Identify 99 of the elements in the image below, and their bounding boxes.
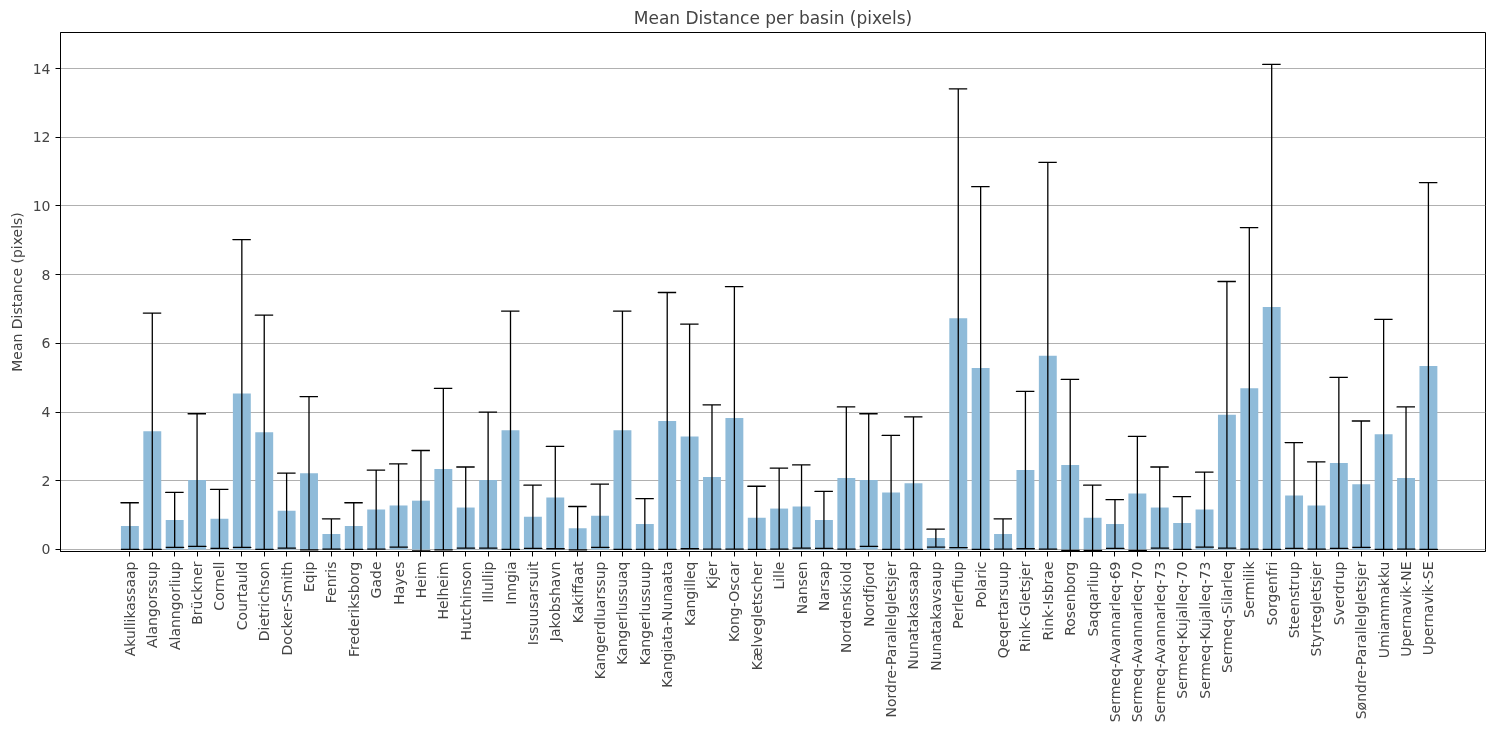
x-tick-label: Hayes: [390, 561, 407, 605]
x-tick-label: Docker-Smith: [278, 561, 295, 656]
bar: [770, 508, 789, 550]
y-tick-label: 10: [32, 197, 51, 214]
x-tick-label: Steenstrup: [1286, 561, 1303, 639]
bar: [680, 436, 699, 550]
x-tick-label: Heim: [412, 561, 429, 599]
x-tick-label: Kælvegletscher: [748, 561, 765, 671]
x-tick-label: Frederiksborg: [345, 561, 362, 657]
x-tick-label: Dietrichson: [256, 561, 273, 642]
x-tick-label: Helheim: [435, 561, 452, 620]
x-tick-label: Inngia: [502, 561, 519, 605]
bar: [1038, 355, 1057, 550]
x-tick-label: Kjer: [703, 561, 720, 589]
x-tick-label: Kakiffaat: [569, 560, 586, 624]
bar: [1128, 493, 1147, 550]
bar: [859, 480, 878, 550]
x-tick-label: Umiammakku: [1375, 561, 1392, 659]
x-tick-label: Illullip: [480, 561, 497, 603]
y-tick-label: 0: [41, 541, 51, 558]
x-tick-label: Gade: [368, 561, 385, 599]
y-tick-label: 4: [41, 404, 51, 421]
x-tick-label: Nordfjord: [860, 561, 877, 627]
x-tick-label: Qeqertarsuup: [995, 561, 1012, 659]
bar: [725, 417, 744, 550]
y-tick-label: 8: [41, 266, 51, 283]
x-tick-label: Lille: [771, 561, 788, 590]
x-tick-label: Rink-Gletsjer: [1017, 561, 1034, 653]
y-tick-label: 12: [32, 129, 51, 146]
x-tick-label: Alangorssup: [144, 561, 161, 648]
x-tick-label: Upernavik-NE: [1398, 561, 1415, 657]
x-tick-label: Eqip: [301, 561, 318, 593]
x-tick-label: Rosenborg: [1062, 561, 1079, 636]
x-tick-label: Jakobshavn: [547, 561, 564, 643]
x-tick-label: Saqqarliup: [1084, 561, 1101, 637]
x-tick-label: Kangerdluarssup: [592, 561, 609, 680]
bar: [143, 431, 162, 550]
bar: [658, 420, 677, 550]
x-tick-label: Sermeq-Avannarleq-69: [1106, 561, 1123, 723]
x-tick-label: Sverdrup: [1330, 561, 1347, 626]
bar: [165, 519, 184, 550]
x-tick-label: Hutchinson: [457, 561, 474, 641]
x-tick-label: Sermeq-Kujalleq-73: [1196, 561, 1213, 699]
x-tick-label: Cornell: [211, 561, 228, 611]
bar: [1061, 464, 1080, 550]
y-axis-title: Mean Distance (pixels): [8, 212, 25, 372]
x-tick-label: Sorgenfri: [1263, 561, 1280, 626]
x-tick-label: Sermeq-Silarleq: [1218, 561, 1235, 674]
bar: [1352, 484, 1371, 550]
x-tick-label: Kangilleq: [681, 561, 698, 626]
x-tick-label: Alanngorliup: [166, 561, 183, 651]
x-tick-label: Upernavik-SE: [1420, 561, 1437, 656]
x-tick-label: Polaric: [972, 561, 989, 608]
x-tick-label: Kangerlussuaq: [614, 561, 631, 665]
x-tick-label: Nansen: [793, 561, 810, 615]
x-tick-label: Nordenskiold: [838, 561, 855, 654]
bar: [434, 469, 453, 550]
x-tick-label: Nunatakavsaup: [927, 561, 944, 671]
bar: [1262, 306, 1281, 550]
bar: [344, 526, 363, 550]
x-tick-label: Nunatakassaap: [905, 561, 922, 670]
bar: [1374, 434, 1393, 550]
bar: [949, 318, 968, 550]
chart-title: Mean Distance per basin (pixels): [633, 7, 913, 28]
x-tick-label: Akullikassaap: [121, 561, 138, 657]
x-tick-label: Kangiata-Nunaata: [659, 561, 676, 688]
x-tick-label: Sermilik: [1241, 560, 1258, 618]
bar: [1016, 470, 1035, 550]
bar: [568, 528, 587, 550]
bar: [546, 497, 565, 550]
bar: [1240, 388, 1259, 550]
bar: [613, 430, 632, 550]
bar: [837, 478, 856, 550]
y-tick-label: 6: [41, 335, 51, 352]
x-tick-label: Kong-Oscar: [726, 561, 743, 643]
bar: [255, 432, 274, 550]
bar: [232, 393, 251, 550]
x-tick-label: Sermeq-Avannarleq-70: [1129, 561, 1146, 723]
x-tick-label: Brückner: [189, 561, 206, 625]
x-tick-label: Kangerlussuup: [636, 561, 653, 666]
bar: [1083, 517, 1102, 550]
x-tick-label: Rink-Isbrae: [1039, 561, 1056, 641]
bar: [1419, 366, 1438, 550]
x-tick-label: Courtauld: [233, 561, 250, 631]
x-tick-label: Sermeq-Kujalleq-70: [1174, 561, 1191, 699]
x-tick-label: Sermeq-Avannarleq-73: [1151, 561, 1168, 723]
bar: [971, 368, 990, 550]
x-tick-label: Perlerfiup: [950, 561, 967, 629]
y-tick-label: 14: [32, 60, 51, 77]
x-tick-label: Fenris: [323, 561, 340, 604]
x-tick-label: Narsap: [815, 561, 832, 612]
bar: [367, 509, 386, 550]
bar: [635, 524, 654, 550]
x-tick-label: Søndre-Parallelgletsjer: [1353, 561, 1370, 720]
x-tick-label: Styrtegletsjer: [1308, 561, 1325, 657]
x-tick-label: Nordre-Parallelgletsjer: [883, 561, 900, 718]
y-tick-label: 2: [41, 472, 51, 489]
bar: [747, 517, 766, 550]
x-tick-label: Issuusarsuit: [524, 560, 541, 646]
